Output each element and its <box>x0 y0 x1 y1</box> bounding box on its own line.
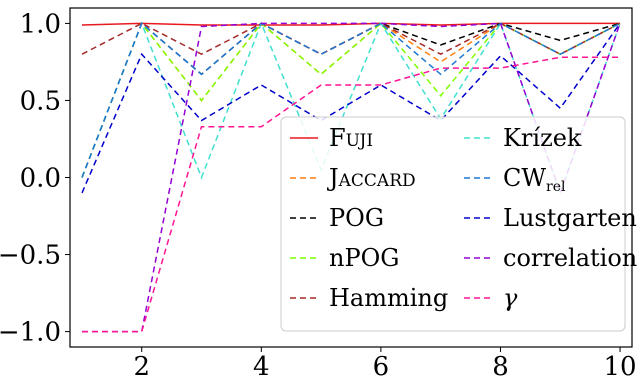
legend-label: Jaccard <box>326 164 416 192</box>
x-tick-label: 2 <box>133 352 150 377</box>
legend-label: Fuji <box>329 124 373 152</box>
series-line-fuji <box>81 22 620 26</box>
y-tick-label: 0.5 <box>20 86 61 116</box>
y-tick-label: 1.0 <box>20 9 61 39</box>
legend: Fuji Jaccard POG nPOG Hamming Krízek CWrel Lust… <box>280 116 637 332</box>
legend-label: nPOG <box>329 244 399 272</box>
legend-label: γ <box>503 284 518 312</box>
legend-label: CWrel <box>503 164 566 195</box>
series-line-gamma <box>82 56 620 333</box>
series-line-lustgarten <box>81 22 621 194</box>
y-tick-label: −1.0 <box>0 318 61 348</box>
y-tick-label: 0.0 <box>20 164 61 194</box>
legend-box <box>280 116 626 332</box>
legend-label: Lustgarten <box>503 204 637 232</box>
x-tick-label: 6 <box>373 352 390 377</box>
y-tick-label: −0.5 <box>0 241 61 271</box>
legend-label: POG <box>329 204 384 232</box>
series-line-kr-zek <box>81 21 621 196</box>
series-line-correlation <box>82 22 621 333</box>
series-line-cw <box>81 22 621 178</box>
series-line-npog <box>81 21 621 178</box>
legend-label: correlation <box>503 244 637 272</box>
x-tick-label: 4 <box>253 352 270 377</box>
legend-label: Hamming <box>329 284 448 312</box>
x-tick-label: 8 <box>492 352 509 377</box>
legend-label: Krízek <box>503 124 582 152</box>
x-tick-label: 10 <box>603 352 636 377</box>
